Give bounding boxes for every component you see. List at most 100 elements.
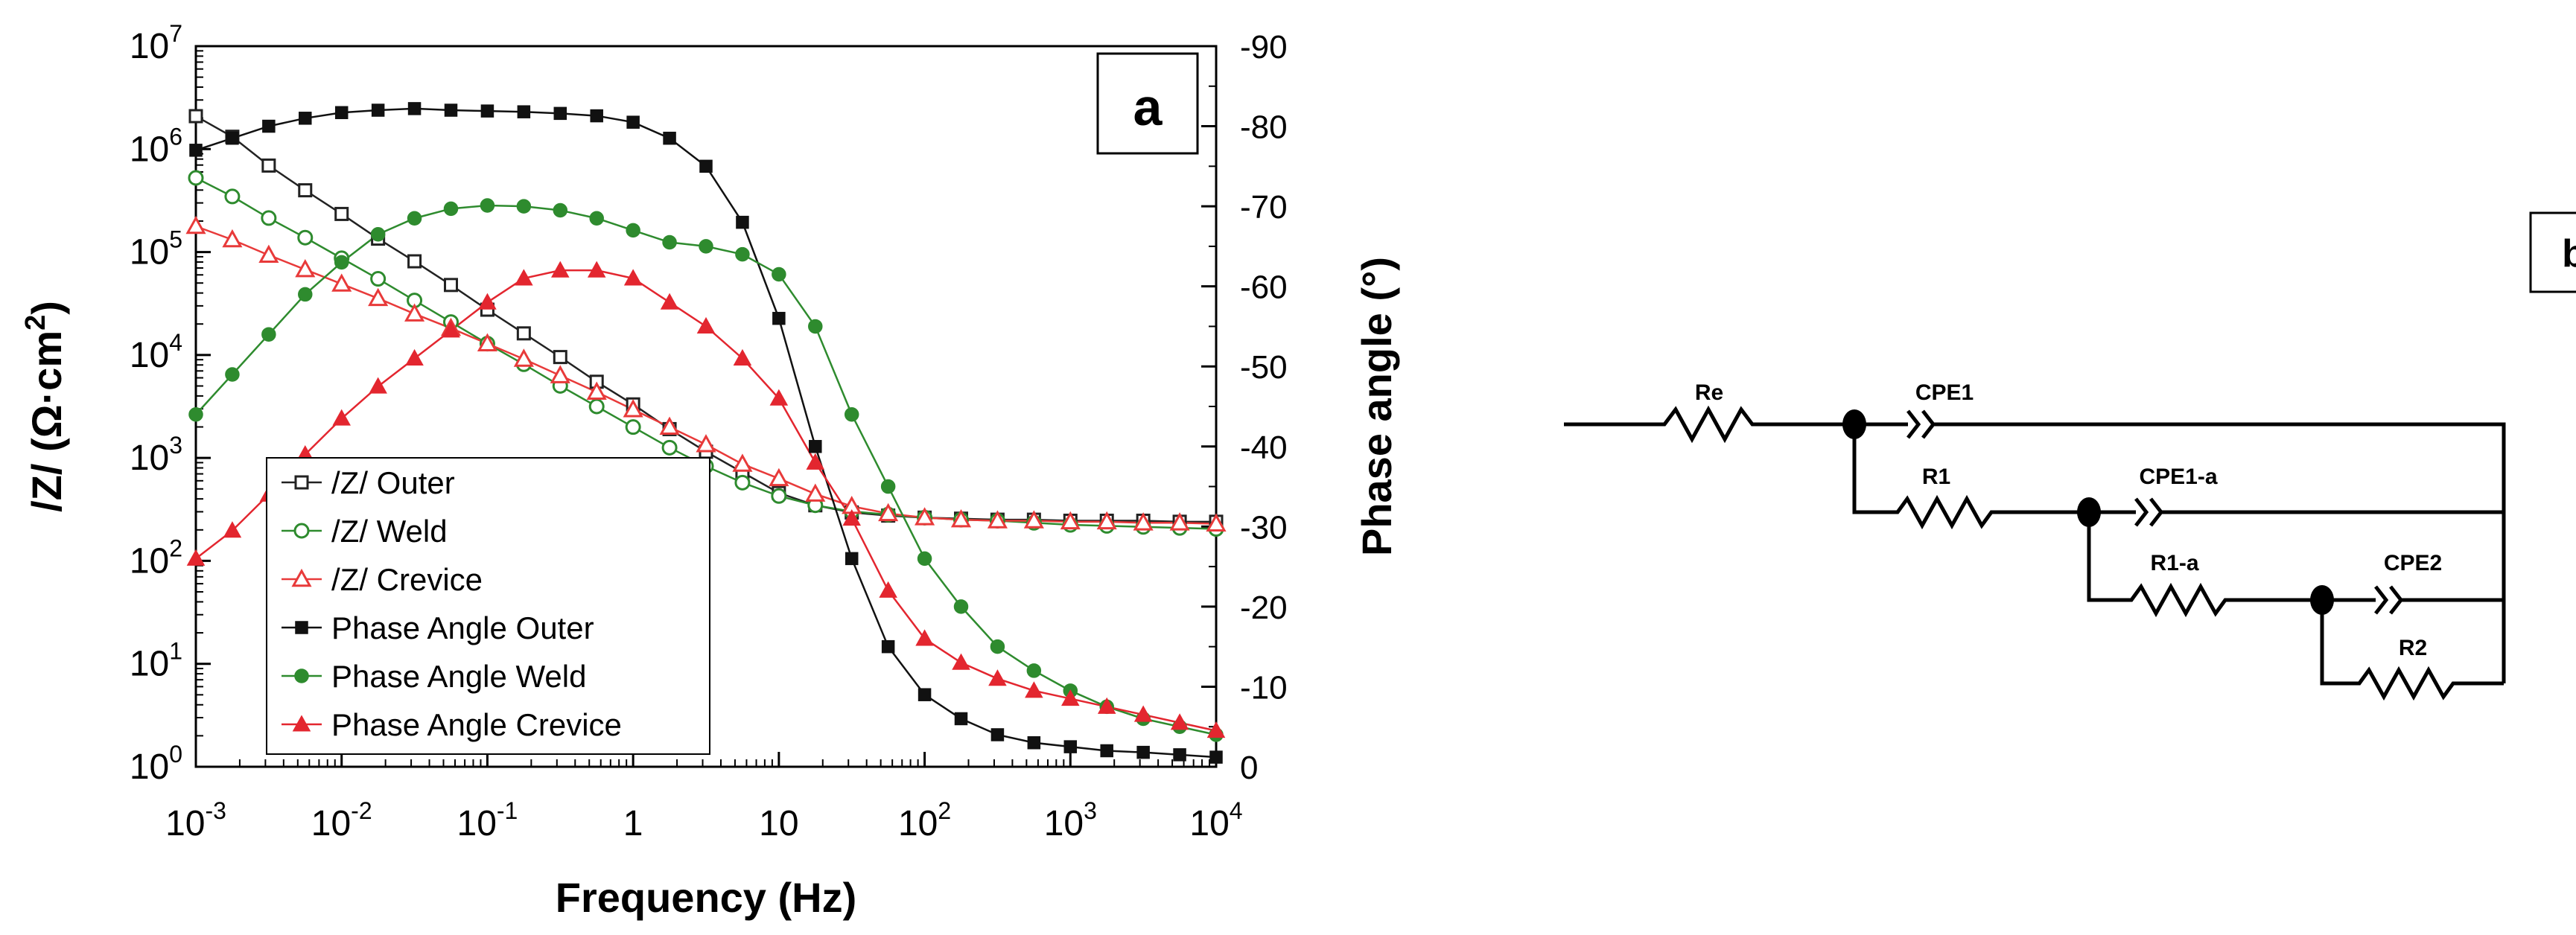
- point-z-crevice: [1060, 511, 1081, 530]
- y-left-tick-label: 103: [130, 432, 182, 478]
- point-phase-angle-crevice: [405, 348, 424, 366]
- panel-b-circuit: [1564, 211, 2576, 701]
- point-z-weld: [771, 488, 787, 504]
- point-phase-angle-outer: [1100, 744, 1113, 758]
- point-phase-angle-outer: [189, 144, 203, 157]
- point-phase-angle-outer: [990, 728, 1005, 741]
- x-tick-label: 10-3: [165, 797, 226, 843]
- y-axis-left-label-main: /Z/ (Ω·cm: [23, 331, 70, 512]
- point-phase-angle-weld: [553, 202, 568, 218]
- point-phase-angle-crevice: [551, 261, 570, 278]
- point-z-crevice: [331, 273, 352, 292]
- point-phase-angle-crevice: [806, 453, 825, 470]
- y-left-tick-exponent: 7: [169, 20, 182, 47]
- y-right-tick-label: 0: [1240, 750, 1258, 786]
- y-left-tick-exponent: 2: [169, 534, 182, 561]
- y-right-tick-label: -20: [1240, 590, 1288, 626]
- junction-dot: [1842, 409, 1866, 439]
- x-tick-label: 104: [1189, 797, 1242, 843]
- x-tick-label: 10-2: [311, 797, 372, 843]
- point-phase-angle-outer: [517, 105, 531, 118]
- legend-marker-phase-angle-crevice: [292, 715, 311, 732]
- resistor-re: [1564, 405, 1854, 444]
- y-left-tick-base: 10: [130, 645, 169, 684]
- x-axis-label: Frequency (Hz): [556, 874, 857, 921]
- point-z-crevice: [623, 399, 643, 418]
- y-left-tick-base: 10: [130, 438, 169, 478]
- point-phase-angle-outer: [407, 102, 422, 115]
- y-left-tick-exponent: 5: [169, 226, 182, 253]
- point-phase-angle-weld: [188, 407, 203, 422]
- point-phase-angle-weld: [1026, 663, 1042, 678]
- y-left-tick-base: 10: [130, 541, 169, 581]
- point-z-crevice: [696, 434, 716, 453]
- point-z-outer: [261, 158, 276, 173]
- point-phase-angle-crevice: [660, 293, 679, 310]
- point-z-crevice: [987, 510, 1008, 529]
- point-phase-angle-crevice: [1206, 721, 1226, 738]
- x-tick-label: 10: [759, 804, 798, 843]
- y-left-tick-label: 102: [130, 534, 182, 581]
- point-phase-angle-outer: [1027, 735, 1041, 750]
- y-left-tick-label: 100: [130, 741, 182, 787]
- point-z-crevice: [295, 258, 316, 278]
- point-z-crevice: [1206, 513, 1227, 532]
- series-markers: [185, 102, 1227, 764]
- resistor-r1a: [2087, 512, 2322, 618]
- point-phase-angle-crevice: [988, 669, 1007, 686]
- x-tick-exponent: 3: [1084, 797, 1097, 824]
- x-tick-label: 10-1: [457, 797, 518, 843]
- legend-marker-phase-angle-weld: [294, 668, 309, 683]
- point-phase-angle-outer: [917, 688, 932, 701]
- point-phase-angle-crevice: [1025, 681, 1043, 698]
- point-phase-angle-outer: [954, 712, 968, 726]
- point-phase-angle-outer: [480, 104, 494, 118]
- point-z-weld: [661, 439, 678, 456]
- point-phase-angle-outer: [1063, 740, 1078, 753]
- x-tick-label: 103: [1044, 797, 1097, 843]
- point-phase-angle-outer: [772, 311, 786, 325]
- point-phase-angle-outer: [663, 131, 676, 145]
- point-z-weld: [734, 474, 751, 491]
- point-phase-angle-outer: [371, 103, 385, 117]
- point-phase-angle-weld: [370, 227, 386, 242]
- point-phase-angle-crevice: [442, 321, 460, 338]
- y-left-tick-base: 10: [130, 130, 169, 169]
- point-z-crevice: [477, 333, 497, 351]
- point-phase-angle-weld: [516, 199, 532, 214]
- point-z-weld: [370, 271, 387, 287]
- y-left-tick-label: 105: [130, 226, 182, 272]
- x-tick-exponent: -3: [205, 797, 226, 824]
- x-tick-base: 10: [759, 804, 798, 843]
- y-left-tick-exponent: 4: [169, 329, 182, 356]
- panel-b-label-box: [2529, 211, 2576, 293]
- point-z-weld: [261, 210, 277, 226]
- cpe2-element: [2322, 585, 2504, 615]
- point-phase-angle-outer: [626, 115, 640, 129]
- point-z-crevice: [222, 229, 243, 248]
- point-z-crevice: [805, 483, 826, 502]
- legend-marker-z-weld: [293, 523, 310, 539]
- point-phase-angle-weld: [808, 319, 823, 334]
- point-phase-angle-crevice: [332, 409, 351, 426]
- point-phase-angle-outer: [226, 131, 239, 145]
- x-tick-exponent: 2: [938, 797, 951, 824]
- point-phase-angle-crevice: [515, 269, 533, 286]
- y-right-tick-label: -40: [1240, 430, 1288, 466]
- x-tick-label: 102: [898, 797, 951, 843]
- y-right-tick-label: -90: [1240, 29, 1288, 66]
- point-z-outer: [444, 278, 458, 293]
- x-tick-exponent: -2: [351, 797, 372, 824]
- point-phase-angle-outer: [881, 639, 895, 654]
- label-cpe2: CPE2: [2384, 551, 2442, 575]
- cpe1-element: [1854, 409, 2506, 683]
- point-phase-angle-weld: [953, 599, 969, 614]
- point-phase-angle-crevice: [842, 509, 861, 526]
- legend: /Z/ Outer/Z/ Weld/Z/ Crevice Phase Angle …: [282, 465, 622, 742]
- point-phase-angle-crevice: [915, 629, 934, 646]
- y-left-tick-label: 106: [130, 123, 182, 169]
- point-phase-angle-outer: [553, 106, 567, 121]
- panel-b-label: b: [2562, 232, 2576, 275]
- point-z-outer: [188, 109, 203, 124]
